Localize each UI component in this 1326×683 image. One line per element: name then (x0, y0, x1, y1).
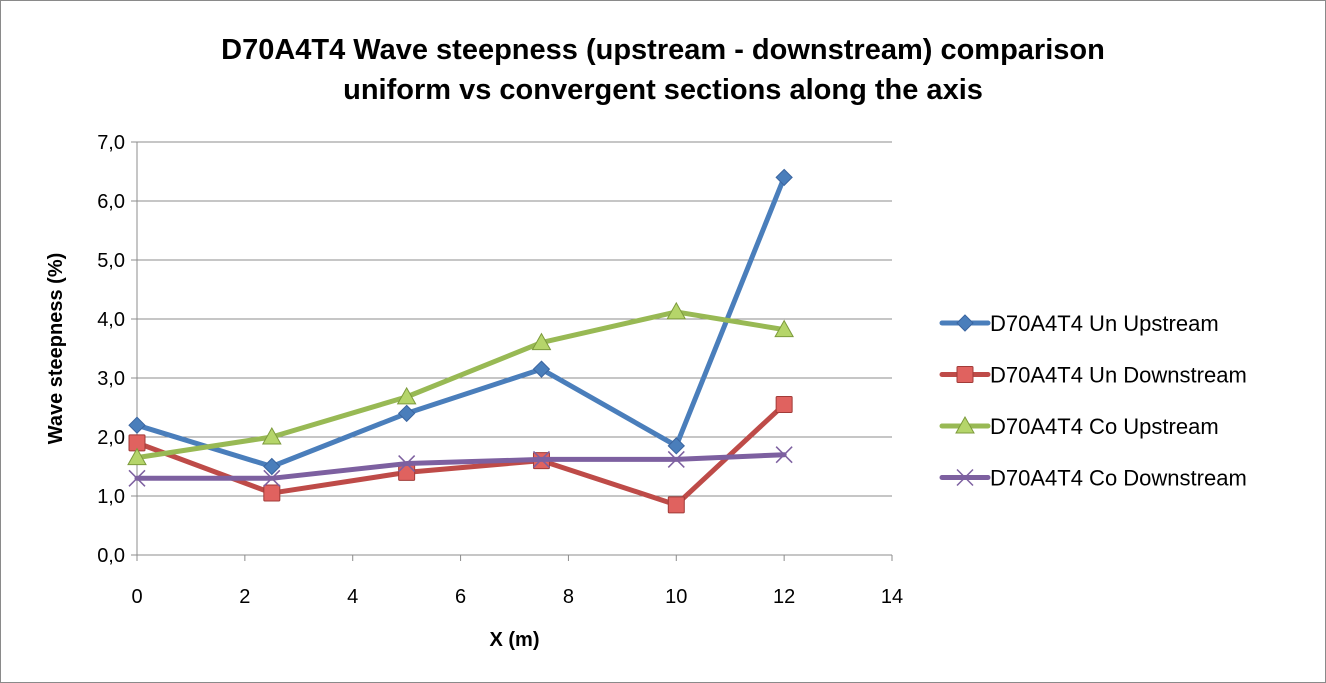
y-tick-label: 6,0 (97, 191, 125, 213)
x-tick-label: 4 (347, 586, 358, 608)
x-marker (775, 446, 793, 464)
diamond-marker (775, 168, 793, 187)
legend-item: D70A4T4 Co Downstream (939, 466, 1247, 491)
triangle-marker (666, 301, 687, 320)
legend-item: D70A4T4 Un Downstream (939, 363, 1247, 388)
legend-item: D70A4T4 Co Upstream (939, 414, 1219, 439)
x-marker (956, 468, 974, 487)
chart-title: D70A4T4 Wave steepness (upstream - downs… (0, 30, 1326, 110)
triangle-marker (955, 415, 975, 434)
y-tick-labels: 0,0 1,0 2,0 3,0 4,0 5,0 6,0 7,0 (97, 132, 125, 567)
series-line (134, 174, 787, 469)
diamond-marker (956, 314, 974, 332)
square-marker (775, 396, 793, 414)
diamond-marker (128, 416, 146, 434)
gridlines (131, 141, 892, 556)
legend-label: D70A4T4 Co Downstream (990, 466, 1247, 491)
diamond-marker (263, 457, 281, 476)
x-tick-label: 2 (239, 586, 250, 608)
legend-label: D70A4T4 Co Upstream (990, 414, 1219, 439)
x-tick-label: 6 (455, 586, 466, 608)
series-line (134, 309, 787, 461)
x-marker-stroke (128, 469, 146, 487)
x-axis-title: X (m) (490, 629, 540, 651)
x-marker (667, 450, 685, 468)
y-tick-label: 1,0 (97, 486, 125, 508)
series-line (134, 452, 787, 481)
x-marker-stroke (263, 469, 281, 487)
square-marker (956, 366, 974, 383)
x-marker (398, 455, 416, 473)
triangle-marker (261, 426, 282, 445)
chart-title-line2: uniform vs convergent sections along the… (343, 74, 983, 106)
y-tick-label: 5,0 (97, 250, 125, 272)
legend-label: D70A4T4 Un Upstream (990, 311, 1219, 336)
triangle-marker (531, 332, 552, 351)
series-4 (128, 446, 793, 487)
series-2 (128, 396, 793, 514)
x-tick-label: 8 (563, 586, 574, 608)
legend-item: D70A4T4 Un Upstream (939, 311, 1219, 336)
x-marker (128, 469, 146, 487)
y-tick-label: 7,0 (97, 132, 125, 154)
triangle-marker (774, 319, 794, 338)
triangle-marker (127, 447, 147, 466)
triangle-marker (396, 386, 417, 405)
square-marker (263, 484, 281, 502)
x-tick-label: 10 (665, 586, 687, 608)
diamond-marker (667, 437, 685, 455)
y-tick-label: 4,0 (97, 309, 125, 331)
diamond-marker (397, 404, 416, 423)
x-marker-stroke (956, 468, 974, 487)
chart-title-line1: D70A4T4 Wave steepness (upstream - downs… (221, 34, 1105, 66)
diamond-marker (532, 360, 551, 378)
x-tick-labels: 0 2 4 6 8 10 12 14 (131, 555, 903, 608)
x-marker-stroke (775, 446, 793, 464)
y-tick-label: 3,0 (97, 368, 125, 390)
square-marker (667, 496, 685, 514)
square-marker (398, 463, 416, 481)
y-axis-title: Wave steepness (%) (45, 253, 67, 445)
legend: D70A4T4 Un Upstream D70A4T4 Un Downstream… (939, 311, 1247, 491)
series-group (127, 168, 794, 514)
x-marker (532, 450, 550, 468)
series-line (134, 402, 787, 508)
series-3 (127, 301, 794, 466)
axes (136, 142, 892, 556)
x-tick-label: 0 (131, 586, 142, 608)
x-marker-stroke (532, 450, 550, 468)
x-tick-label: 14 (881, 586, 903, 608)
series-1 (128, 168, 793, 476)
x-marker (263, 469, 281, 487)
x-marker-stroke (398, 455, 416, 473)
y-tick-label: 2,0 (97, 427, 125, 449)
legend-label: D70A4T4 Un Downstream (990, 363, 1247, 388)
x-tick-label: 12 (773, 586, 795, 608)
x-marker-stroke (667, 450, 685, 468)
y-tick-label: 0,0 (97, 545, 125, 567)
